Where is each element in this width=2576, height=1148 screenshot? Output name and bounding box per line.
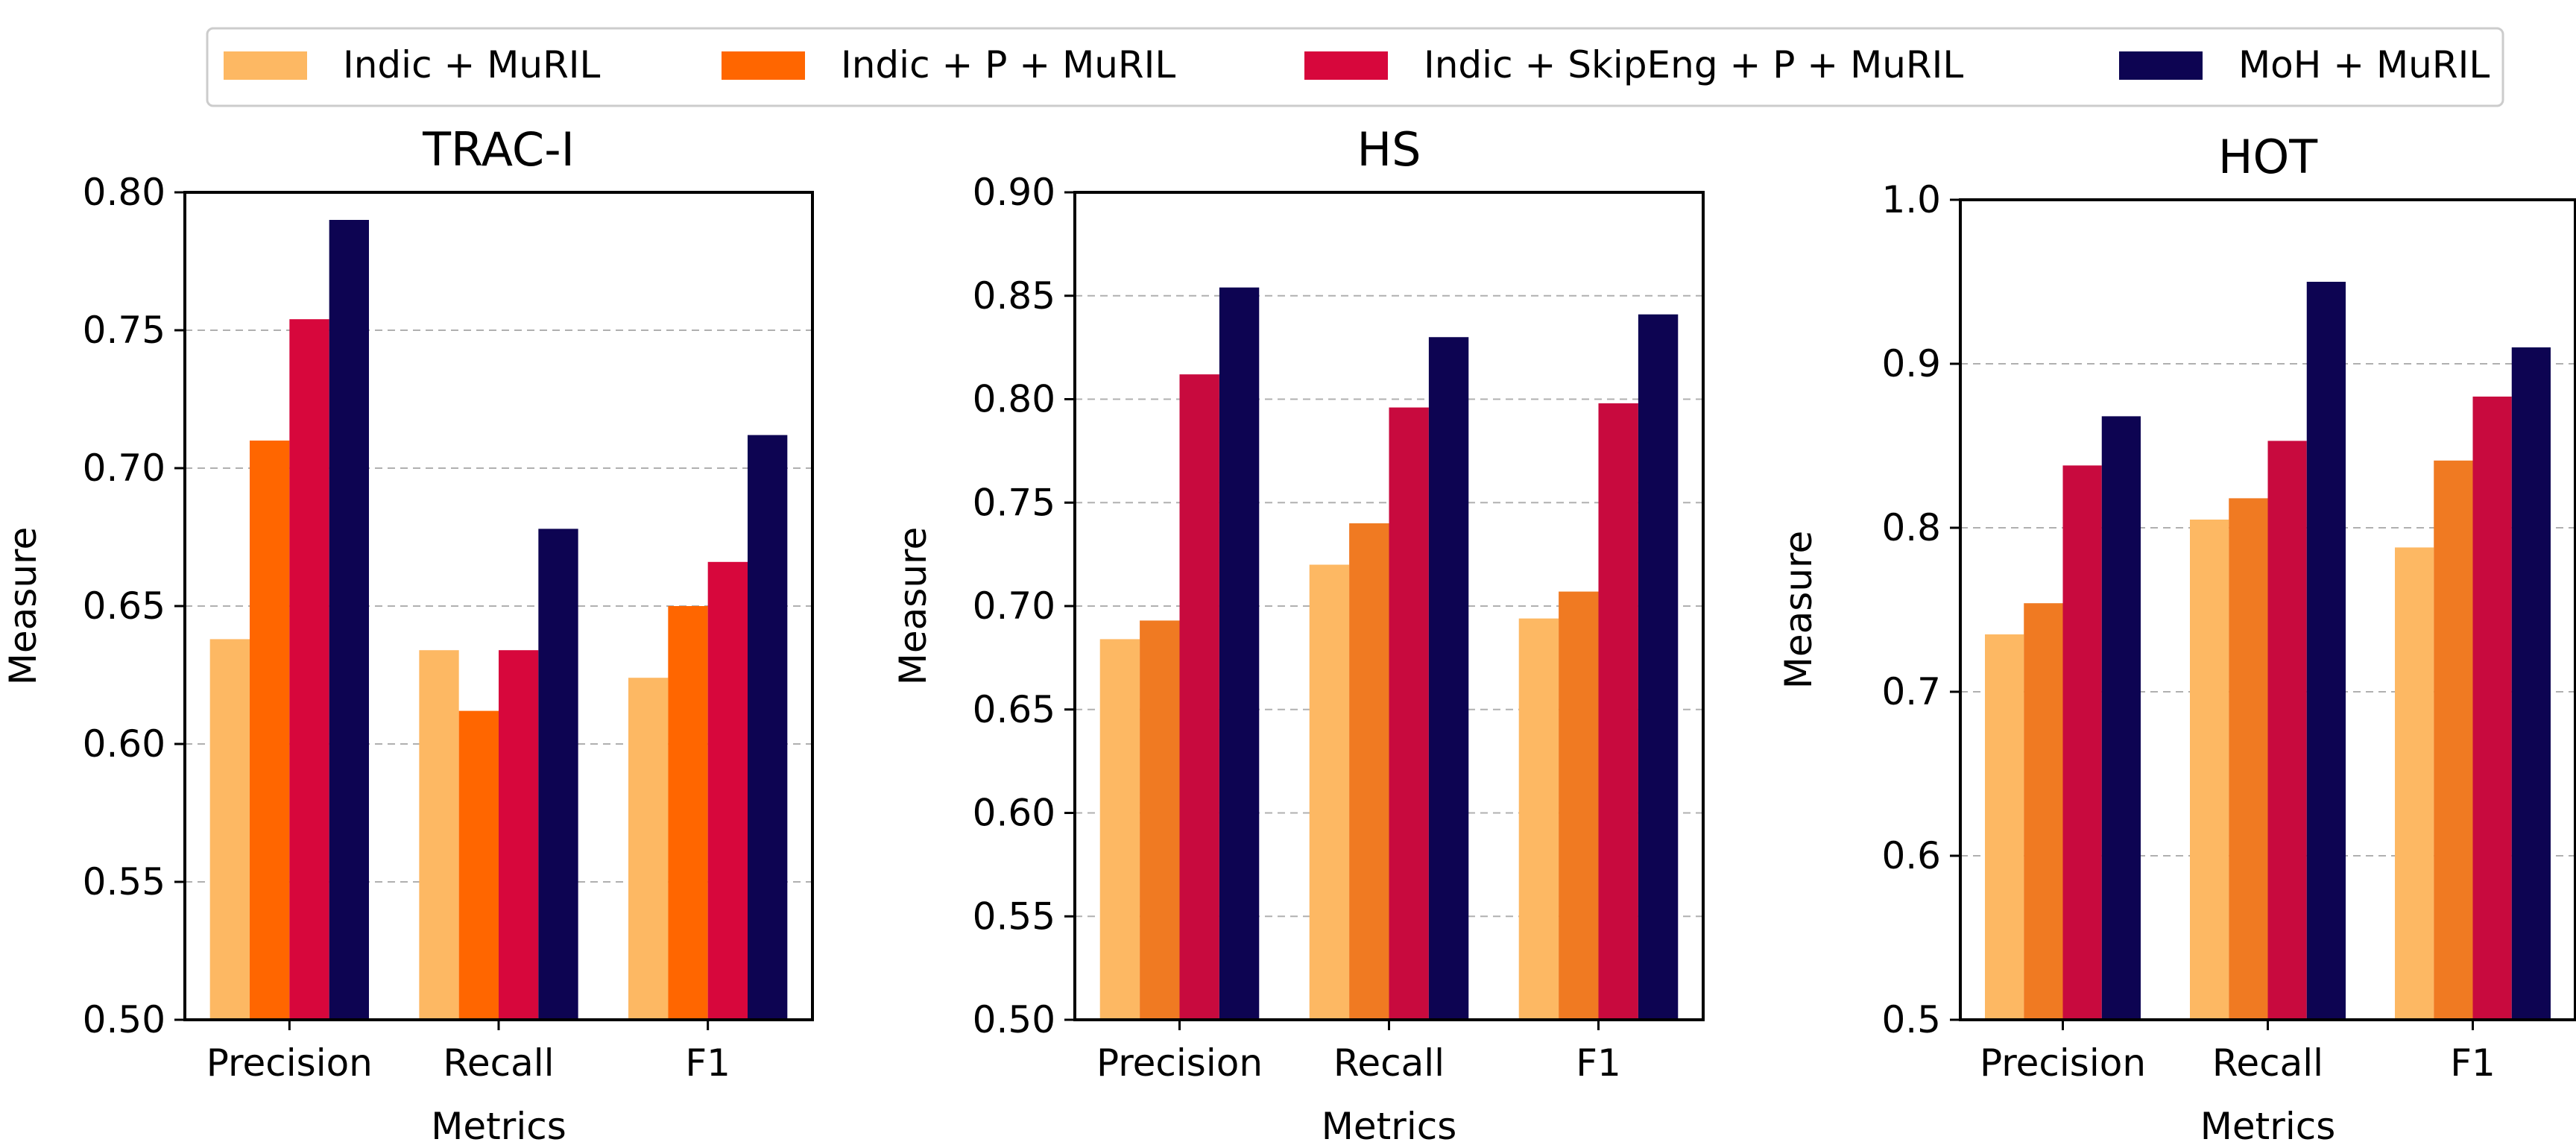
bar	[1309, 564, 1350, 1020]
x-axis-title: Metrics	[431, 1105, 566, 1148]
bar	[329, 220, 369, 1020]
bar	[458, 710, 499, 1020]
bar	[2024, 603, 2063, 1020]
y-tick-label: 0.75	[83, 309, 165, 352]
x-tick-label: F1	[2450, 1041, 2496, 1085]
y-tick-label: 0.75	[973, 481, 1055, 524]
bar	[1559, 591, 1599, 1020]
bar	[1598, 403, 1638, 1020]
panel-title: HOT	[2218, 130, 2318, 184]
plot-frame	[183, 191, 814, 1021]
chart-panels: 0.50 0.55 0.60 0.65 0.70 0.75 0.80 Precision Rec…	[1, 122, 2576, 1148]
y-tick-label: 0.55	[83, 860, 165, 903]
chart-panel: 0.50 0.55 0.60 0.65 0.70 0.75 0.80 Precision Rec…	[1, 122, 814, 1148]
bar	[1140, 620, 1180, 1020]
bar	[538, 529, 578, 1020]
y-tick-label: 0.65	[83, 584, 165, 628]
y-tick-label: 0.90	[973, 171, 1055, 214]
bar	[1518, 618, 1559, 1020]
y-axis-title: Measure	[1777, 531, 1820, 690]
chart-panel: 0.50 0.55 0.60 0.65 0.70 0.75 0.80 0.85 0.90 Prec…	[891, 122, 1705, 1148]
y-axis-title: Measure	[891, 527, 935, 686]
bar	[209, 639, 250, 1020]
x-tick-label: Precision	[206, 1041, 373, 1085]
y-tick-label: 0.60	[83, 722, 165, 766]
bar	[2267, 441, 2307, 1020]
legend-swatch	[722, 51, 805, 80]
legend-swatch	[2119, 51, 2203, 80]
x-tick-label: Precision	[1980, 1041, 2146, 1085]
y-tick-label: 0.80	[973, 378, 1055, 421]
y-tick-label: 0.60	[973, 792, 1055, 835]
bar	[1179, 374, 1219, 1020]
x-tick-label: Recall	[1333, 1041, 1445, 1085]
bar	[668, 606, 708, 1020]
bar	[1349, 523, 1389, 1020]
x-tick-label: Precision	[1096, 1041, 1263, 1085]
x-tick-label: F1	[1576, 1041, 1621, 1085]
legend-label: MoH + MuRIL	[2238, 43, 2490, 86]
bar	[499, 650, 539, 1020]
y-tick-label: 0.5	[1881, 998, 1941, 1041]
plot-frame	[1959, 198, 2576, 1021]
y-tick-label: 0.70	[973, 584, 1055, 628]
x-tick-label: Recall	[443, 1041, 554, 1085]
bar	[1985, 634, 2024, 1020]
bar	[707, 561, 748, 1020]
y-tick-label: 1.0	[1881, 178, 1941, 221]
y-axis-title: Measure	[1, 527, 45, 686]
bar	[2511, 347, 2551, 1020]
y-tick-label: 0.80	[83, 171, 165, 214]
panel-title: HS	[1357, 122, 1421, 177]
bar	[250, 441, 290, 1020]
legend-label: Indic + SkipEng + P + MuRIL	[1424, 43, 1963, 86]
y-tick-label: 0.50	[973, 998, 1055, 1041]
legend-label: Indic + MuRIL	[343, 43, 601, 86]
plot-frame	[1073, 191, 1705, 1021]
bar	[2229, 498, 2268, 1020]
x-axis-title: Metrics	[2200, 1105, 2336, 1148]
bar	[628, 678, 669, 1020]
panel-title: TRAC-I	[422, 122, 575, 177]
bar	[2306, 282, 2346, 1020]
bar	[747, 435, 788, 1020]
y-tick-label: 0.55	[973, 895, 1055, 938]
y-tick-label: 0.9	[1881, 342, 1941, 385]
bar	[2101, 416, 2141, 1020]
bar	[289, 319, 329, 1020]
bar	[2434, 460, 2473, 1020]
legend-label: Indic + P + MuRIL	[841, 43, 1175, 86]
y-tick-label: 0.85	[973, 274, 1055, 318]
y-tick-label: 0.65	[973, 688, 1055, 731]
y-tick-label: 0.8	[1881, 506, 1941, 549]
x-tick-label: Recall	[2212, 1041, 2323, 1085]
legend-swatch	[224, 51, 307, 80]
y-tick-label: 0.6	[1881, 834, 1941, 877]
bar	[1428, 337, 1469, 1020]
y-tick-label: 0.50	[83, 998, 165, 1041]
bar	[2190, 520, 2229, 1020]
bar	[1099, 639, 1140, 1020]
y-tick-label: 0.70	[83, 447, 165, 490]
y-tick-label: 0.7	[1881, 670, 1941, 713]
bar	[419, 650, 459, 1020]
legend: Indic + MuRIL Indic + P + MuRIL Indic + Sk…	[206, 27, 2504, 107]
legend-swatch	[1304, 51, 1388, 80]
bar	[2395, 547, 2434, 1020]
bar	[2062, 465, 2102, 1020]
chart-panel: 0.5 0.6 0.7 0.8 0.9 1.0 Precision Recall F1 HOT Me…	[1777, 130, 2576, 1148]
x-tick-label: F1	[685, 1041, 730, 1085]
bar	[2472, 397, 2512, 1020]
bar	[1389, 407, 1429, 1020]
x-axis-title: Metrics	[1322, 1105, 1457, 1148]
bar	[1638, 314, 1679, 1021]
bar	[1219, 287, 1260, 1020]
